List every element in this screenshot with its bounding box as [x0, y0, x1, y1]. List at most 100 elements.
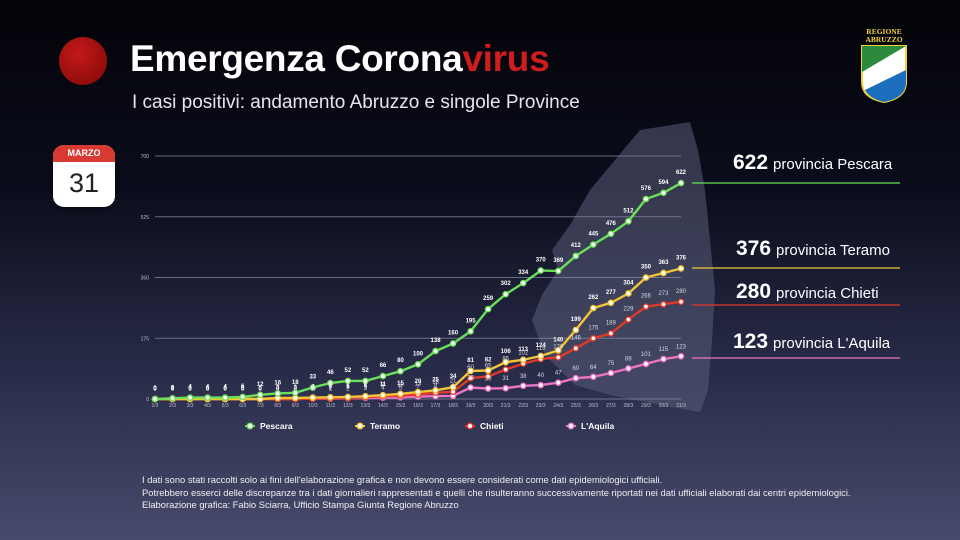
data-point — [537, 267, 545, 274]
data-label: 101 — [641, 352, 652, 358]
red-dot-icon — [59, 37, 107, 85]
data-point — [309, 394, 317, 401]
data-label: 102 — [518, 351, 529, 357]
data-label: 0 — [206, 387, 210, 393]
x-tick-label: 19/3 — [466, 403, 476, 409]
data-label: 0 — [259, 386, 263, 392]
data-label: 113 — [518, 347, 528, 353]
data-label: 13 — [415, 381, 422, 387]
data-point — [414, 360, 422, 368]
data-label: 0 — [153, 387, 157, 393]
data-label: 0 — [294, 387, 298, 393]
logo-text-line2: ABRUZZO — [865, 35, 903, 44]
data-point — [554, 347, 562, 354]
calendar-day: 31 — [68, 168, 100, 198]
data-label: 85 — [502, 356, 509, 362]
data-label: 11 — [380, 382, 387, 388]
calendar-icon: MARZO 31 — [53, 145, 115, 207]
x-tick-label: 22/3 — [518, 403, 528, 409]
data-point — [625, 217, 632, 225]
data-label: 106 — [501, 349, 512, 355]
data-label: 622 — [676, 170, 687, 176]
abruzzo-map-silhouette — [532, 122, 715, 412]
data-point — [677, 265, 685, 272]
data-point — [677, 298, 685, 306]
data-point — [239, 393, 246, 401]
data-label: 280 — [676, 289, 687, 295]
data-point — [607, 299, 615, 307]
data-label: 189 — [606, 320, 617, 326]
data-point — [625, 290, 632, 297]
data-point — [607, 369, 615, 377]
data-point — [432, 387, 439, 394]
data-label: 140 — [553, 337, 564, 343]
data-label: 2 — [346, 386, 350, 392]
data-label: 124 — [536, 343, 547, 349]
data-point — [519, 356, 527, 364]
data-point — [677, 353, 685, 360]
data-label: 0 — [153, 386, 157, 392]
data-label: 0 — [153, 386, 157, 392]
legend-swatch-dot — [356, 422, 364, 430]
data-label: 350 — [641, 265, 652, 271]
callout-pescara-value: 622 — [733, 151, 769, 174]
data-point — [362, 377, 369, 385]
x-tick-label: 8/3 — [274, 403, 281, 409]
data-point — [572, 326, 580, 334]
data-label: 277 — [606, 290, 617, 296]
data-point — [554, 354, 562, 361]
data-point — [642, 303, 650, 310]
x-tick-label: 25/3 — [571, 403, 581, 409]
x-tick-label: 24/3 — [553, 403, 563, 409]
data-label: 18 — [432, 380, 439, 386]
data-label: 0 — [241, 387, 245, 393]
data-label: 115 — [659, 347, 669, 353]
data-point — [537, 381, 545, 389]
data-point — [607, 230, 615, 238]
data-label: 0 — [223, 386, 227, 392]
data-point — [590, 334, 597, 342]
data-label: 81 — [467, 358, 474, 364]
data-label: 266 — [641, 294, 652, 300]
data-label: 3 — [276, 385, 280, 391]
data-point — [291, 389, 299, 397]
data-point — [344, 393, 352, 401]
data-point — [362, 392, 369, 400]
data-point — [519, 279, 527, 287]
data-point — [274, 390, 282, 397]
footer-line-1: I dati sono stati raccolti solo ai fini … — [142, 474, 663, 485]
data-label: 10 — [397, 383, 404, 389]
data-point — [327, 393, 334, 401]
data-point — [151, 395, 159, 403]
data-point — [642, 274, 650, 281]
callout-teramo-value: 376 — [736, 237, 772, 260]
data-label: 0 — [188, 387, 192, 393]
legend-label: L'Aquila — [581, 421, 614, 431]
callout-chieti-value: 280 — [736, 280, 772, 303]
x-tick-label: 5/3 — [222, 403, 229, 409]
data-label: 8 — [381, 383, 385, 389]
data-label: 1 — [329, 387, 333, 393]
data-label: 2 — [171, 385, 175, 391]
x-tick-label: 9/3 — [292, 403, 299, 409]
x-tick-label: 18/3 — [448, 403, 458, 409]
legend-swatch-dot — [466, 422, 474, 430]
data-point — [590, 373, 597, 381]
data-label: 52 — [362, 368, 369, 374]
legend-label: Teramo — [370, 421, 400, 431]
legend-label: Chieti — [480, 421, 504, 431]
data-point — [449, 340, 457, 347]
data-label: 2 — [329, 385, 333, 391]
data-label: 16 — [274, 380, 281, 386]
data-point — [432, 347, 439, 355]
data-label: 304 — [623, 280, 634, 286]
data-point — [625, 365, 632, 372]
footer-line-2: Potrebbero esserci delle discrepanze tra… — [142, 486, 851, 498]
data-point — [291, 394, 299, 402]
callout-teramo: 376 provincia Teramo — [736, 237, 890, 261]
data-label: 363 — [658, 260, 669, 266]
x-tick-label: 4/3 — [204, 403, 211, 409]
data-label: 120 — [553, 344, 564, 350]
data-point — [467, 384, 474, 391]
